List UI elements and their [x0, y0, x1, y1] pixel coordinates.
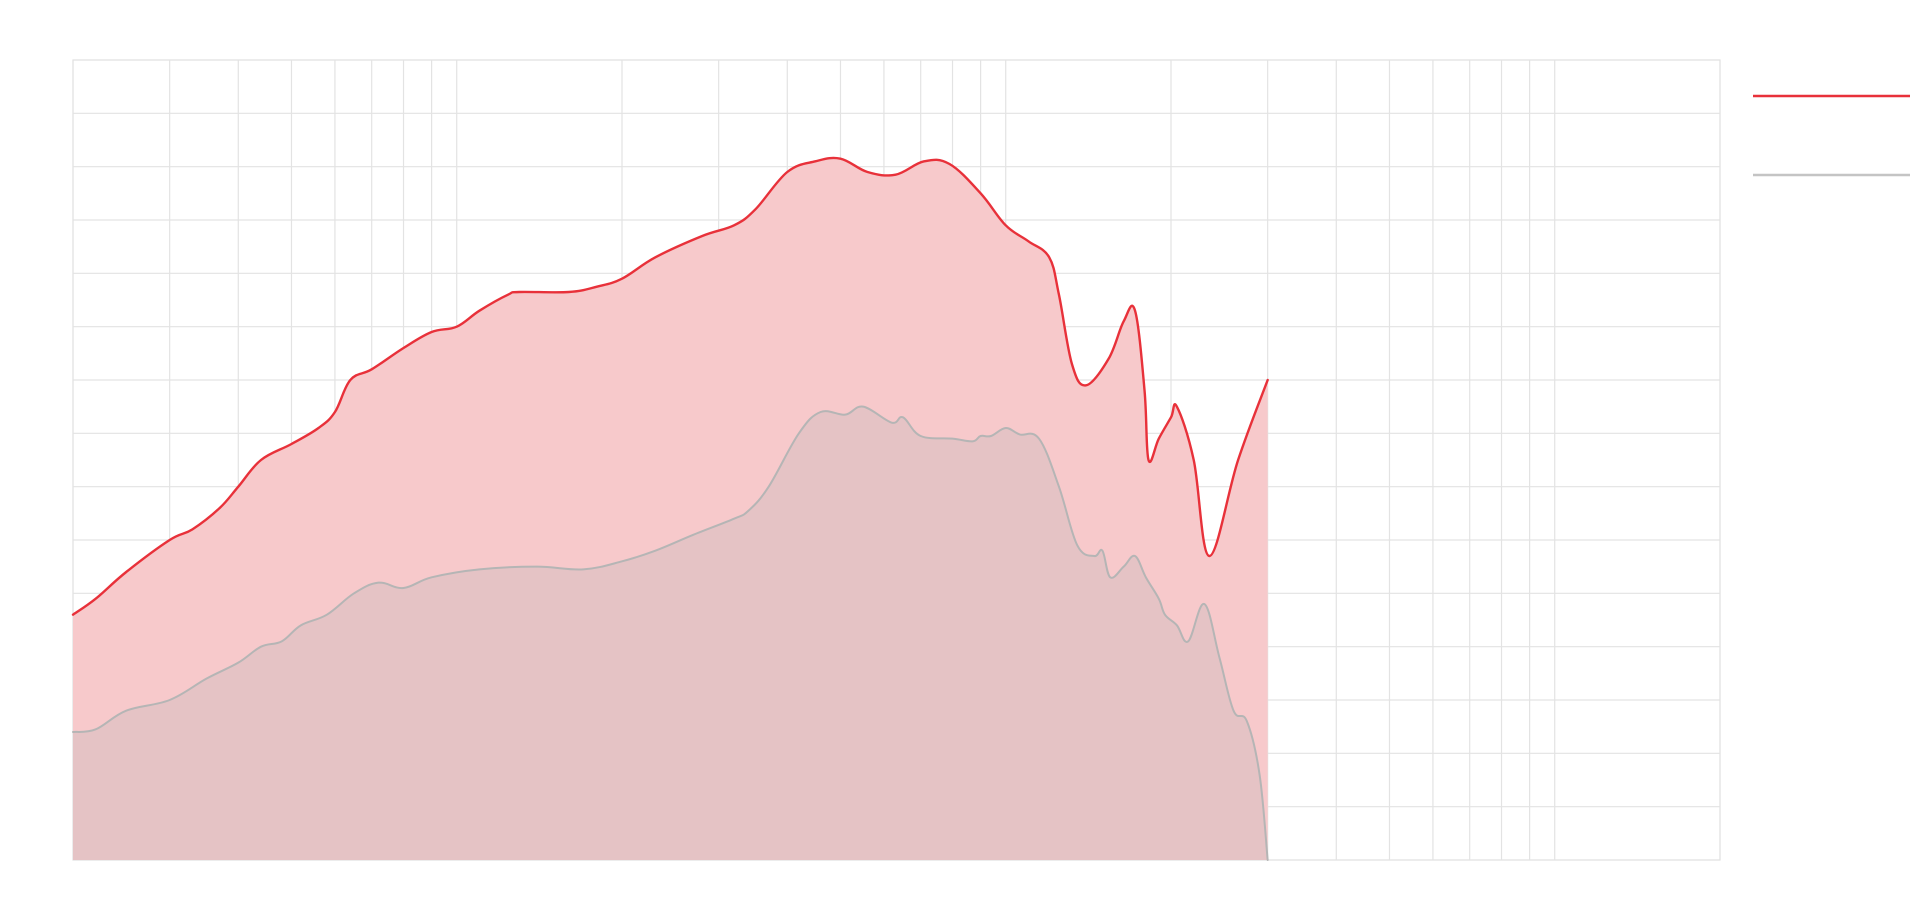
- series-b-line: [72, 405, 1269, 861]
- line-layer: [71, 156, 1269, 861]
- series-b-area: [73, 406, 1268, 860]
- area-layer: [73, 157, 1268, 861]
- series-a-line: [71, 156, 1269, 616]
- legend: [1753, 94, 1910, 177]
